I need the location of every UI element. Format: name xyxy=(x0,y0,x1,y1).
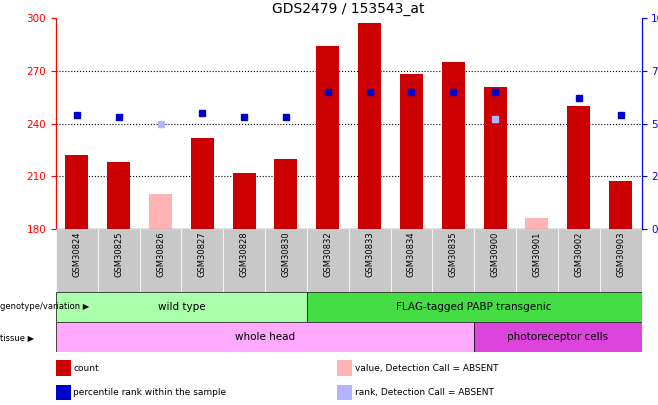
Text: genotype/variation ▶: genotype/variation ▶ xyxy=(0,302,89,311)
Text: count: count xyxy=(74,364,99,373)
Bar xyxy=(391,229,432,292)
Bar xyxy=(599,229,642,292)
Bar xyxy=(56,229,98,292)
Bar xyxy=(484,87,507,229)
Text: GSM30833: GSM30833 xyxy=(365,231,374,277)
Bar xyxy=(609,181,632,229)
Bar xyxy=(432,229,474,292)
Bar xyxy=(139,229,182,292)
Bar xyxy=(149,194,172,229)
Text: GSM30827: GSM30827 xyxy=(198,231,207,277)
Text: value, Detection Call = ABSENT: value, Detection Call = ABSENT xyxy=(355,364,498,373)
Text: GSM30832: GSM30832 xyxy=(323,231,332,277)
Bar xyxy=(274,159,297,229)
Bar xyxy=(474,229,516,292)
Text: GSM30902: GSM30902 xyxy=(574,231,583,277)
Bar xyxy=(98,229,139,292)
Bar xyxy=(307,292,642,322)
Text: GSM30900: GSM30900 xyxy=(491,231,499,277)
Bar xyxy=(567,106,590,229)
Bar xyxy=(307,229,349,292)
Bar xyxy=(558,229,599,292)
Bar xyxy=(65,155,88,229)
Bar xyxy=(316,46,340,229)
Text: GSM30835: GSM30835 xyxy=(449,231,458,277)
Bar xyxy=(349,229,391,292)
Bar xyxy=(400,75,423,229)
Bar xyxy=(56,360,70,376)
Bar xyxy=(223,229,265,292)
Bar xyxy=(358,23,381,229)
Text: GSM30824: GSM30824 xyxy=(72,231,82,277)
Bar xyxy=(265,229,307,292)
Bar xyxy=(516,229,558,292)
Text: wild type: wild type xyxy=(158,302,205,312)
Text: GSM30826: GSM30826 xyxy=(156,231,165,277)
Bar xyxy=(191,138,214,229)
Bar xyxy=(182,229,223,292)
Bar xyxy=(233,173,256,229)
Bar xyxy=(56,385,70,400)
Text: GSM30834: GSM30834 xyxy=(407,231,416,277)
Title: GDS2479 / 153543_at: GDS2479 / 153543_at xyxy=(272,2,425,16)
Bar xyxy=(474,322,642,352)
Text: photoreceptor cells: photoreceptor cells xyxy=(507,332,609,342)
Text: rank, Detection Call = ABSENT: rank, Detection Call = ABSENT xyxy=(355,388,494,397)
Bar xyxy=(442,62,465,229)
Bar xyxy=(56,292,307,322)
Text: FLAG-tagged PABP transgenic: FLAG-tagged PABP transgenic xyxy=(397,302,552,312)
Bar xyxy=(337,360,351,376)
Text: GSM30901: GSM30901 xyxy=(532,231,542,277)
Bar xyxy=(56,322,474,352)
Text: percentile rank within the sample: percentile rank within the sample xyxy=(74,388,226,397)
Bar xyxy=(337,385,351,400)
Bar xyxy=(526,218,549,229)
Text: GSM30828: GSM30828 xyxy=(240,231,249,277)
Text: GSM30903: GSM30903 xyxy=(616,231,625,277)
Text: whole head: whole head xyxy=(235,332,295,342)
Text: GSM30825: GSM30825 xyxy=(114,231,123,277)
Text: tissue ▶: tissue ▶ xyxy=(0,333,34,342)
Text: GSM30830: GSM30830 xyxy=(282,231,290,277)
Bar xyxy=(107,162,130,229)
